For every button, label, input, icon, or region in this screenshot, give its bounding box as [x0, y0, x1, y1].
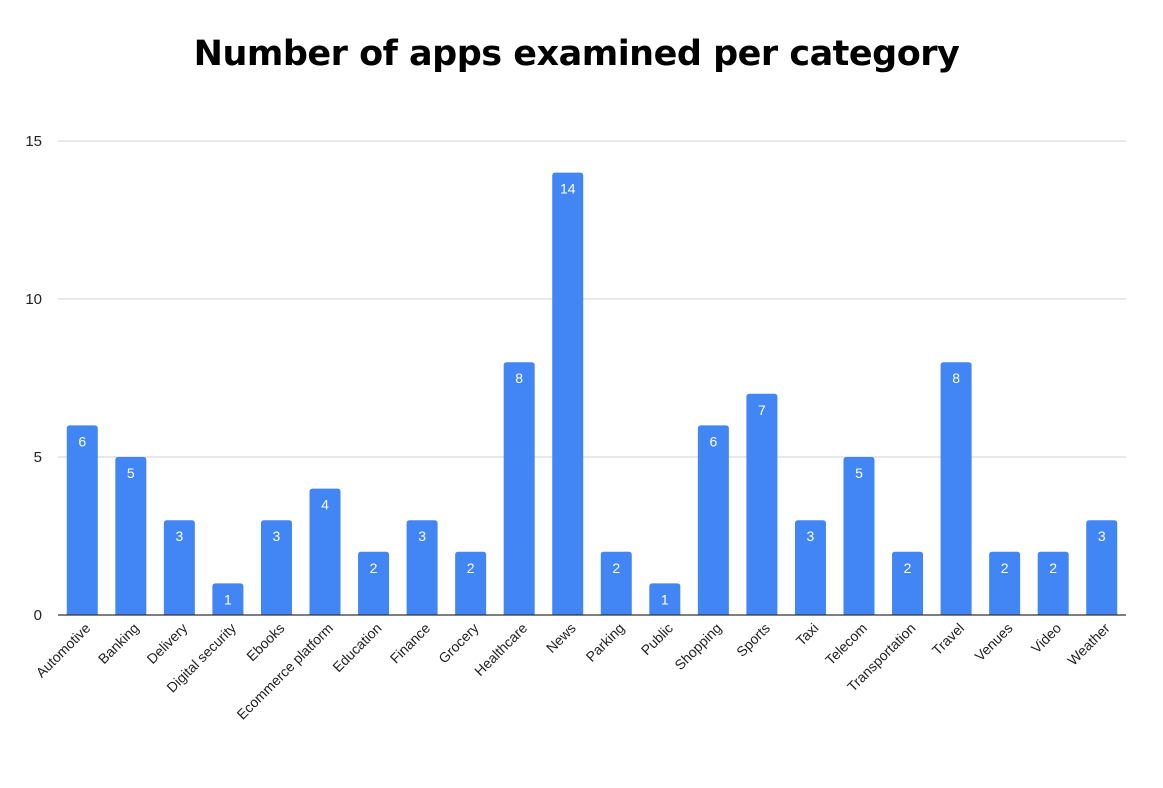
data-label: 6 — [78, 433, 86, 449]
x-tick-label: Banking — [95, 620, 142, 667]
bars — [66, 172, 1118, 615]
data-label: 7 — [758, 402, 766, 418]
data-label: 2 — [1001, 560, 1009, 576]
data-label: 1 — [224, 591, 232, 607]
x-tick-label: Public — [638, 620, 676, 658]
data-label: 8 — [515, 370, 523, 386]
data-label: 3 — [175, 528, 183, 544]
chart-title: Number of apps examined per category — [193, 34, 960, 74]
bar-banking — [115, 457, 147, 615]
bar-ecommerce-platform — [309, 488, 341, 615]
bar-telecom — [843, 457, 875, 615]
bar-public — [649, 583, 681, 615]
data-label: 4 — [321, 497, 329, 513]
x-tick-label: Sports — [733, 620, 773, 660]
bar-digital-security — [212, 583, 244, 615]
data-label: 2 — [1049, 560, 1057, 576]
bar-shopping — [697, 425, 729, 615]
data-label: 14 — [560, 181, 576, 197]
data-label: 3 — [807, 528, 815, 544]
data-label: 2 — [612, 560, 620, 576]
x-tick-label: Automotive — [33, 620, 94, 681]
x-tick-label: News — [543, 620, 579, 656]
bar-weather — [1086, 520, 1118, 615]
bar-video — [1037, 551, 1069, 615]
bar-venues — [989, 551, 1021, 615]
bar-finance — [406, 520, 438, 615]
y-tick-label: 5 — [34, 449, 42, 466]
data-label: 2 — [370, 560, 378, 576]
data-labels: 6 5 3 1 3 4 2 3 2 8 14 2 1 6 7 3 5 2 8 2 2 3 — [78, 181, 1105, 608]
x-tick-label: Telecom — [822, 620, 870, 668]
bar-news — [552, 172, 584, 615]
data-label: 5 — [127, 465, 135, 481]
x-tick-label: Education — [329, 620, 384, 675]
bar-taxi — [794, 520, 826, 615]
bar-delivery — [163, 520, 195, 615]
x-tick-label: Weather — [1064, 620, 1113, 669]
y-tick-label: 10 — [25, 291, 42, 308]
x-tick-label: Delivery — [143, 620, 190, 667]
y-tick-label: 0 — [34, 607, 42, 624]
bar-grocery — [455, 551, 487, 615]
x-tick-label: Taxi — [793, 620, 822, 649]
x-tick-label: Video — [1028, 620, 1065, 657]
x-tick-label: Healthcare — [471, 620, 530, 679]
data-label: 2 — [904, 560, 912, 576]
x-tick-label: Ecommerce platform — [233, 620, 336, 723]
bar-education — [358, 551, 390, 615]
data-label: 5 — [855, 465, 863, 481]
bar-sports — [746, 393, 778, 615]
x-tick-label: Shopping — [671, 620, 724, 673]
x-tick-label: Finance — [387, 620, 434, 667]
bar-automotive — [66, 425, 98, 615]
bar-healthcare — [503, 362, 535, 615]
y-tick-label: 15 — [25, 133, 42, 150]
data-label: 1 — [661, 591, 669, 607]
x-tick-label: Parking — [583, 620, 628, 665]
data-label: 3 — [273, 528, 281, 544]
bar-ebooks — [260, 520, 292, 615]
data-label: 2 — [467, 560, 475, 576]
y-axis-ticks: 0 5 10 15 — [25, 133, 42, 624]
x-tick-label: Ebooks — [243, 620, 287, 664]
bar-travel — [940, 362, 972, 615]
bar-transportation — [892, 551, 924, 615]
data-label: 8 — [952, 370, 960, 386]
data-label: 3 — [1098, 528, 1106, 544]
bar-parking — [600, 551, 632, 615]
data-label: 6 — [709, 433, 717, 449]
data-label: 3 — [418, 528, 426, 544]
x-tick-label: Venues — [971, 620, 1015, 664]
x-tick-label: Travel — [929, 620, 967, 658]
x-tick-label: Grocery — [435, 620, 482, 667]
